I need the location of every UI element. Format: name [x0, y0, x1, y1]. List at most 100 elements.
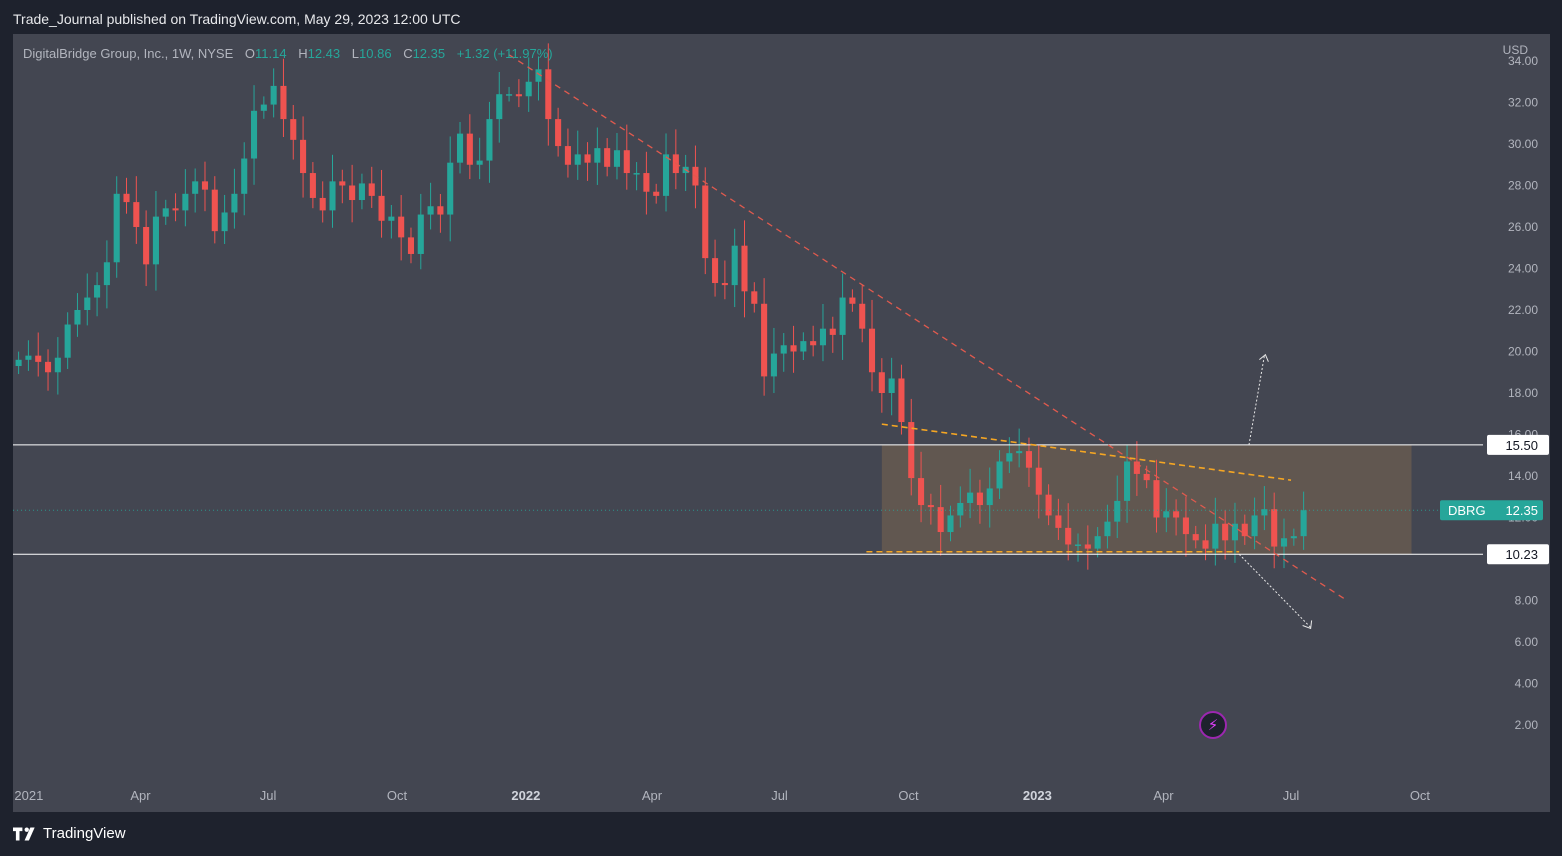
candle-body	[260, 104, 267, 111]
candle	[123, 177, 130, 214]
candle-body	[1231, 523, 1239, 541]
x-tick-label: 2022	[511, 788, 540, 803]
candle	[378, 169, 385, 238]
candle-body	[123, 193, 130, 203]
close-value: 12.35	[412, 46, 446, 61]
candle-body	[143, 227, 150, 265]
candle	[162, 199, 169, 225]
breakdown-projection-arrow	[1238, 553, 1311, 628]
candle	[1241, 514, 1248, 545]
candle	[417, 193, 424, 270]
low-value: 10.86	[359, 46, 392, 61]
candle-body	[44, 361, 52, 373]
x-tick-label: Oct	[898, 788, 919, 803]
tradingview-brand[interactable]: TradingView	[13, 825, 126, 842]
candle	[564, 128, 571, 178]
candle-body	[819, 328, 827, 346]
candle-body	[908, 422, 915, 479]
candle	[1084, 525, 1091, 570]
candle	[780, 333, 787, 372]
x-tick-label: Apr	[642, 788, 663, 803]
candle-body	[751, 291, 758, 304]
candle	[1231, 502, 1239, 563]
y-tick-label: 30.00	[1508, 137, 1538, 151]
candle	[829, 316, 836, 353]
candle	[201, 161, 209, 212]
breakdown-arrowhead	[1302, 620, 1313, 630]
candle-body	[152, 216, 159, 265]
candle	[613, 133, 621, 180]
low-label: L	[351, 46, 360, 61]
candle-body	[1251, 515, 1258, 537]
candle	[437, 194, 444, 233]
candle-body	[378, 195, 385, 221]
candle	[1173, 499, 1180, 536]
y-tick-label: 6.00	[1515, 635, 1539, 649]
candle	[300, 116, 307, 198]
candle-body	[545, 69, 552, 120]
y-tick-label: 28.00	[1508, 179, 1538, 193]
candle-body	[712, 258, 719, 284]
candle	[466, 114, 473, 180]
candle	[94, 272, 101, 317]
candle	[839, 273, 846, 360]
candle-body	[662, 154, 670, 196]
candle	[1182, 496, 1189, 557]
y-tick-label: 2.00	[1515, 718, 1539, 732]
candle-body	[525, 81, 532, 97]
candle	[937, 484, 944, 556]
candle-body	[94, 285, 101, 298]
candle	[368, 166, 375, 208]
candle-body	[221, 212, 228, 232]
candle	[584, 142, 591, 181]
candle-body	[643, 173, 650, 192]
candle	[1261, 486, 1268, 531]
candle-body	[103, 262, 110, 286]
candle	[878, 358, 885, 413]
candle	[1055, 498, 1062, 540]
candle-body	[84, 297, 91, 310]
candle-body	[868, 328, 876, 373]
price-chart[interactable]: 2.004.006.008.0010.0012.0014.0016.0018.0…	[13, 34, 1550, 812]
x-tick-label: Jul	[771, 788, 788, 803]
candle-body	[64, 324, 71, 358]
candle-body	[1153, 480, 1160, 518]
candle-body	[790, 345, 797, 352]
x-tick-label: Apr	[130, 788, 151, 803]
candle	[604, 138, 611, 177]
candle-body	[1104, 521, 1111, 537]
candle-body	[1290, 536, 1297, 539]
candle	[133, 176, 140, 244]
candle-body	[398, 216, 405, 238]
candle	[231, 168, 238, 229]
candle	[1251, 497, 1258, 550]
candle	[1271, 492, 1278, 569]
candle-body	[1173, 511, 1180, 518]
candle	[476, 137, 483, 180]
candle	[1153, 459, 1160, 533]
breakout-projection-arrow	[1248, 355, 1265, 445]
candle	[594, 127, 601, 185]
candle-body	[358, 183, 365, 201]
descending-trendline	[508, 54, 1348, 602]
candle	[1035, 445, 1042, 519]
candle-body	[947, 515, 954, 533]
candle	[152, 190, 159, 291]
candle-body	[192, 181, 199, 194]
y-tick-label: 18.00	[1508, 386, 1538, 400]
candle	[349, 164, 356, 223]
lightning-icon[interactable]: ⚡	[1199, 711, 1227, 739]
candle-body	[1271, 509, 1278, 547]
candle-body	[898, 378, 905, 423]
candle-body	[731, 245, 738, 286]
candle-body	[986, 488, 993, 506]
candle	[280, 58, 287, 137]
x-tick-label: Oct	[1410, 788, 1431, 803]
candle-body	[466, 133, 473, 165]
candle-body	[339, 181, 346, 186]
chart-area[interactable]: 2.004.006.008.0010.0012.0014.0016.0018.0…	[13, 34, 1550, 812]
instrument-name: DigitalBridge Group, Inc., 1W, NYSE	[23, 46, 234, 61]
candle	[976, 479, 983, 524]
candle	[1065, 503, 1072, 561]
candle	[329, 154, 336, 228]
